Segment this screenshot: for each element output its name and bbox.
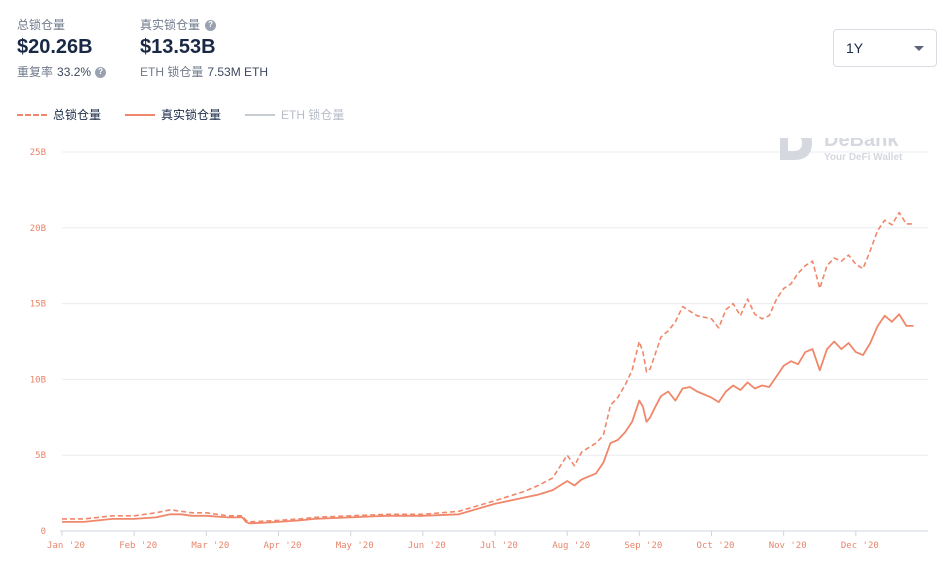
- watermark-tagline: Your DeFi Wallet: [824, 152, 903, 163]
- debank-watermark: DeBank Your DeFi Wallet: [780, 138, 903, 163]
- help-icon[interactable]: ?: [95, 66, 107, 78]
- x-axis: Jan '20 Feb '20 Mar '20 Apr '20 May '20 Jun '…: [47, 530, 928, 551]
- dashed-line-swatch: [17, 113, 47, 116]
- x-tick-label: Oct '20: [697, 541, 735, 551]
- series-line-real-tvl: [62, 313, 914, 525]
- legend-item-total-tvl[interactable]: 总锁仓量: [17, 106, 101, 123]
- duplicate-rate: 重复率 33.2% ?: [17, 65, 107, 79]
- x-tick-label: Jun '20: [408, 541, 446, 551]
- debank-logo-icon: [780, 138, 812, 160]
- legend-item-real-tvl[interactable]: 真实锁仓量: [125, 106, 221, 123]
- y-tick-label: 10B: [30, 375, 46, 385]
- help-icon[interactable]: ?: [205, 19, 217, 31]
- eth-locked-label: ETH 锁仓量: [140, 65, 204, 79]
- legend-label: 总锁仓量: [53, 108, 102, 122]
- legend-label: ETH 锁仓量: [281, 108, 345, 122]
- real-tvl-label: 真实锁仓量 ?: [140, 18, 268, 32]
- x-tick-label: May '20: [336, 541, 374, 551]
- x-tick-label: Jul '20: [480, 541, 518, 551]
- y-tick-label: 20B: [30, 224, 46, 234]
- solid-line-swatch: [125, 113, 156, 116]
- x-tick-label: Apr '20: [264, 541, 302, 551]
- x-tick-label: Dec '20: [841, 541, 879, 551]
- solid-line-swatch: [245, 113, 276, 116]
- x-tick-label: Feb '20: [119, 541, 157, 551]
- x-tick-label: Mar '20: [191, 541, 229, 551]
- tvl-line-chart: DeBank Your DeFi Wallet 05B10B15B20B25B …: [30, 138, 928, 551]
- total-tvl-value: $20.26B: [17, 36, 93, 58]
- y-axis-labels: 0 5B 10B 15B 20B 25B: [30, 148, 46, 537]
- legend-label: 真实锁仓量: [161, 108, 222, 122]
- duplicate-rate-label: 重复率: [17, 65, 54, 79]
- duplicate-rate-value: 33.2%: [57, 65, 92, 79]
- total-tvl-label: 总锁仓量: [17, 18, 66, 32]
- chevron-down-icon: [914, 45, 924, 51]
- x-tick-label: Jan '20: [47, 541, 85, 551]
- total-tvl-stat: 总锁仓量 $20.26B 重复率 33.2% ?: [17, 18, 107, 79]
- x-tick-label: Aug '20: [552, 541, 590, 551]
- time-range-value: 1Y: [846, 40, 864, 56]
- legend-item-eth-tvl[interactable]: ETH 锁仓量: [245, 106, 344, 123]
- eth-locked: ETH 锁仓量 7.53M ETH: [140, 65, 268, 79]
- time-range-select[interactable]: 1Y: [833, 29, 937, 67]
- eth-locked-value: 7.53M ETH: [207, 65, 269, 79]
- grid-lines: [62, 151, 928, 456]
- y-tick-label: 25B: [30, 148, 46, 158]
- y-tick-label: 5B: [35, 451, 46, 461]
- real-tvl-value: $13.53B: [140, 36, 216, 58]
- series-line-total-tvl: [62, 211, 914, 523]
- real-tvl-stat: 真实锁仓量 ? $13.53B ETH 锁仓量 7.53M ETH: [140, 18, 268, 79]
- y-tick-label: 0: [41, 527, 46, 537]
- x-tick-label: Nov '20: [769, 541, 807, 551]
- watermark-title: DeBank: [824, 138, 899, 151]
- y-tick-label: 15B: [30, 300, 46, 310]
- series-lines: [62, 211, 914, 525]
- x-tick-label: Sep '20: [624, 541, 662, 551]
- chart-legend: 总锁仓量 真实锁仓量 ETH 锁仓量: [17, 106, 344, 123]
